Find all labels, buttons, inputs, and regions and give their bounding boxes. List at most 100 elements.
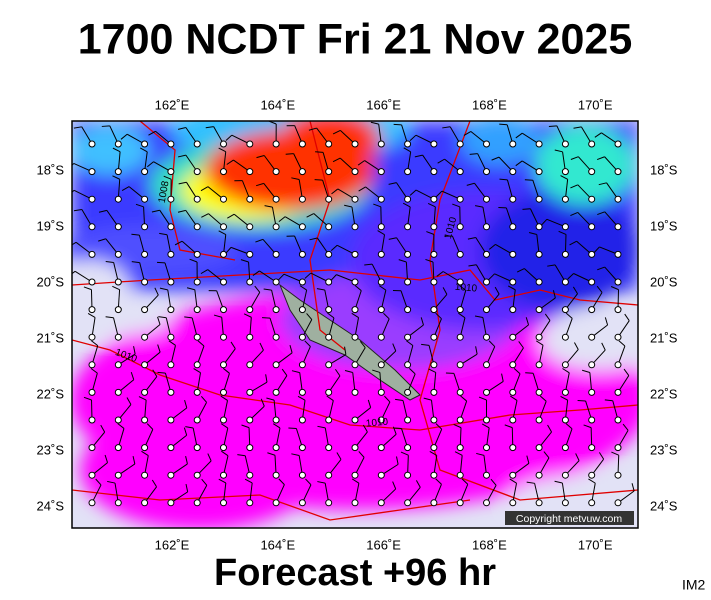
barb-feather [388,182,397,185]
wind-barb [131,261,149,286]
barb-station [430,333,438,341]
barb-station [430,195,438,203]
barb-station [561,195,569,203]
barb-feather [481,423,490,429]
wind-barb [372,369,385,396]
barb-station [351,306,359,314]
wind-barb [88,340,99,369]
barb-station [351,168,359,176]
barb-feather [442,126,451,129]
barb-station [246,499,254,507]
wind-barb [409,134,438,148]
wind-barb [218,147,227,176]
barb-feather [437,158,445,164]
barb-feather [157,316,161,325]
barb-station [351,195,359,203]
wind-barb [167,340,176,369]
barb-feather [121,186,130,191]
barb-feather [330,274,337,281]
barb-station [272,278,280,286]
barb-feather [536,340,544,346]
barb-station [535,388,543,396]
wind-barb [456,478,469,507]
barb-feather [154,287,159,296]
wind-barb [331,188,359,203]
wind-barb [351,312,360,341]
barb-station [114,471,122,479]
wind-barb [139,147,149,176]
wind-barb [588,317,609,341]
barb-feather [597,211,605,216]
wind-barb [614,423,629,452]
lat-label: 22˚S [650,386,678,401]
wind-barb [98,238,122,258]
barb-feather [146,161,154,168]
barb-feather [562,368,570,374]
wind-barb [120,133,149,148]
wind-barb [243,313,254,341]
wind-barb [200,269,227,286]
barb-feather [185,483,189,492]
barb-station [272,499,280,507]
wind-barb [570,156,596,176]
barb-station [588,444,596,452]
wind-barb [400,451,412,479]
barb-feather [227,213,235,219]
barb-feather [152,369,158,377]
barb-station [272,250,280,258]
barb-feather [392,343,397,352]
wind-barb [225,246,254,258]
barb-feather [107,480,116,484]
barb-station [246,168,254,176]
barb-feather [130,371,135,380]
barb-station [141,361,149,369]
wind-barb [88,454,109,479]
wind-barb [252,270,280,286]
wind-barb [278,216,306,231]
barb-station [272,416,280,424]
barb-feather [409,134,417,141]
wind-barb [138,396,149,424]
wind-barb [610,286,622,314]
barb-feather [101,125,110,127]
barb-station [561,388,569,396]
barb-station [404,444,412,452]
barb-station [614,250,622,258]
barb-feather [631,483,635,492]
barb-station [325,471,333,479]
barb-station [246,306,254,314]
barb-station [377,361,385,369]
wind-barb [291,370,306,396]
wind-barb [582,369,596,396]
barb-feather [543,451,550,459]
wind-barb [588,478,596,507]
barb-feather [426,231,435,235]
wind-barb [516,268,543,286]
wind-barb [272,478,285,507]
wind-barb [105,260,122,286]
barb-station [351,223,359,231]
wind-barb [141,316,161,341]
wind-barb [377,426,397,452]
barb-station [404,250,412,258]
barb-station [535,471,543,479]
barb-feather [463,131,472,136]
barb-feather [565,312,573,319]
wind-barb [445,372,464,396]
barb-station [141,388,149,396]
barb-station [351,388,359,396]
wind-barb [167,427,188,452]
barb-feather [570,156,579,160]
barb-station [325,416,333,424]
wind-barb [131,233,149,258]
barb-feather [513,367,521,375]
wind-barb [185,426,201,452]
barb-station [246,444,254,452]
barb-feather [151,209,160,213]
barb-station [193,361,201,369]
barb-station [272,333,280,341]
barb-station [351,278,359,286]
barb-station [377,278,385,286]
barb-station [167,250,175,258]
wind-barb [193,395,208,424]
